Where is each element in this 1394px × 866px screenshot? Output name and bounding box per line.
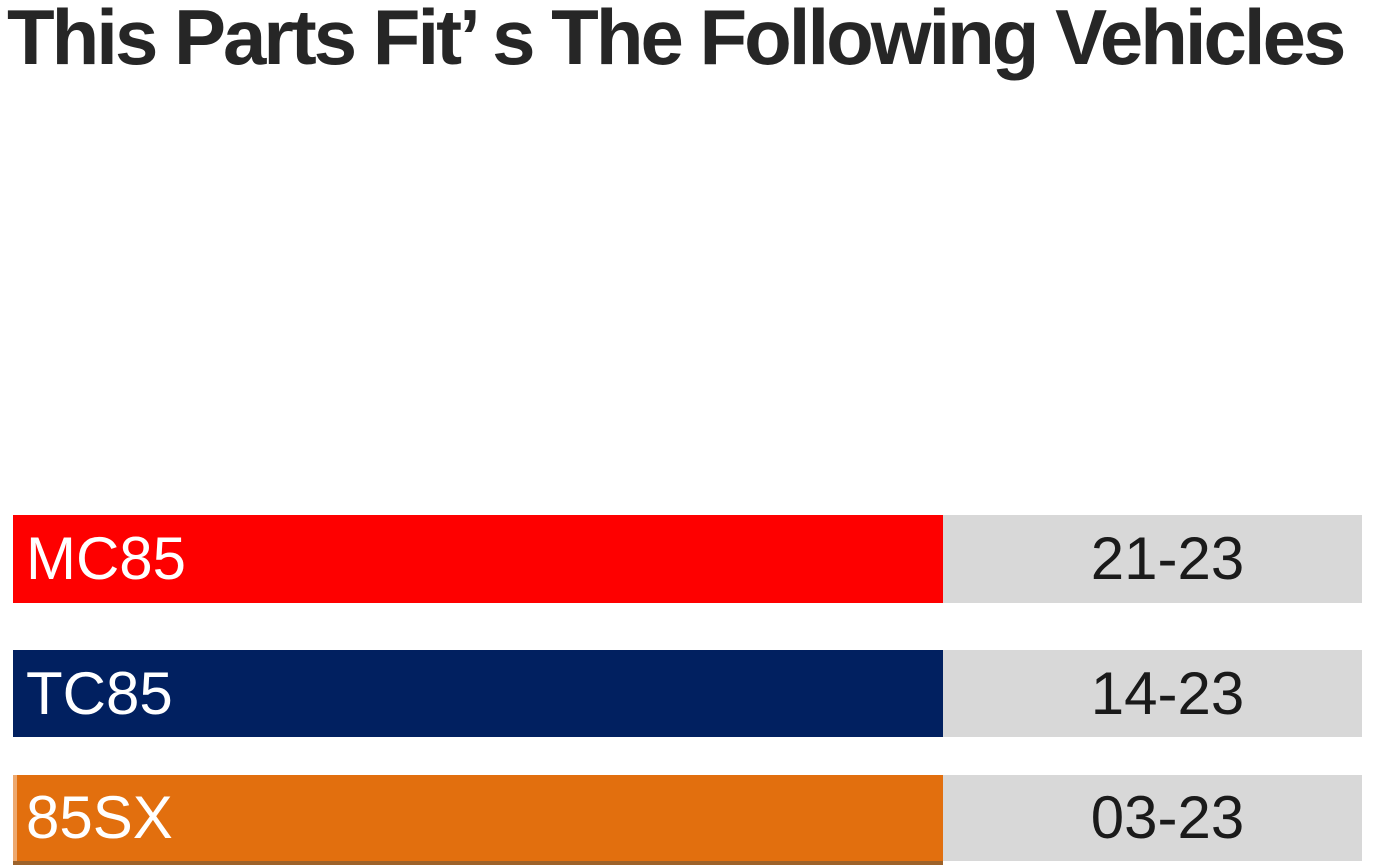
year-range-label: 14-23 — [1090, 659, 1245, 727]
year-range-label: 03-23 — [1090, 784, 1245, 851]
table-row: MC85 21-23 — [13, 515, 1362, 603]
model-cell: 85SX — [13, 775, 943, 861]
table-row: 85SX 03-23 — [13, 775, 1362, 861]
year-range-cell: 03-23 — [943, 775, 1362, 861]
model-label: TC85 — [26, 659, 173, 727]
year-range-label: 21-23 — [1090, 525, 1245, 592]
year-range-cell: 14-23 — [943, 650, 1362, 737]
model-label: MC85 — [26, 525, 187, 592]
model-cell: MC85 — [13, 515, 943, 603]
model-label: 85SX — [26, 784, 173, 851]
page-title: This Parts Fit’ s The Following Vehicles — [7, 0, 1346, 81]
table-row: TC85 14-23 — [13, 650, 1362, 737]
year-range-cell: 21-23 — [943, 515, 1362, 603]
model-cell: TC85 — [13, 650, 943, 737]
